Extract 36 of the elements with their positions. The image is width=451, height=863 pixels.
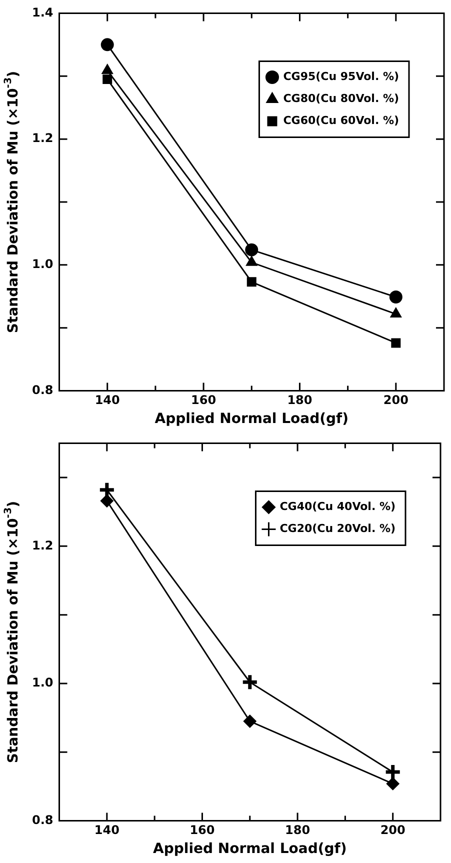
y-tick-label: 1.4 [32,5,54,20]
point [246,277,256,287]
point [391,338,401,348]
y-axis-title: Standard Deviation of Mu (×10-3) [2,70,22,334]
point [100,38,114,52]
x-axis-title: Applied Normal Load(gf) [153,841,347,858]
x-tick-label: 200 [383,393,408,408]
legend-label: CG60(Cu 60Vol. %) [283,114,400,128]
point [245,243,258,256]
legend-label: CG40(Cu 40Vol. %) [280,500,396,514]
point [386,777,400,790]
x-tick-label: 180 [285,823,310,838]
x-tick-label: 160 [191,393,216,408]
y-tick-label: 1.2 [32,538,54,552]
point [100,494,114,508]
x-tick-label: 140 [94,823,120,838]
point [243,714,256,728]
x-tick-label: 200 [380,823,406,838]
x-tick-label: 160 [190,823,215,838]
y-tick-label: 0.8 [32,812,54,827]
point [102,74,112,84]
x-axis-title: Applied Normal Load(gf) [154,411,348,428]
point [384,763,402,781]
point [390,308,402,318]
y-tick-label: 1.0 [32,257,54,272]
point [241,673,259,691]
y-axis-title: Standard Deviation of Mu (×10-3) [2,500,22,764]
y-tick-label: 0.8 [32,382,54,397]
y-tick-label: 1.0 [32,676,54,690]
legend-label: CG20(Cu 20Vol. %) [280,522,396,536]
legend-label: CG95(Cu 95Vol. %) [283,70,400,84]
legend-label: CG80(Cu 80Vol. %) [283,92,400,106]
point [389,290,402,304]
y-tick-label: 1.2 [32,131,54,146]
x-tick-label: 180 [287,393,312,408]
x-tick-label: 140 [94,393,120,408]
